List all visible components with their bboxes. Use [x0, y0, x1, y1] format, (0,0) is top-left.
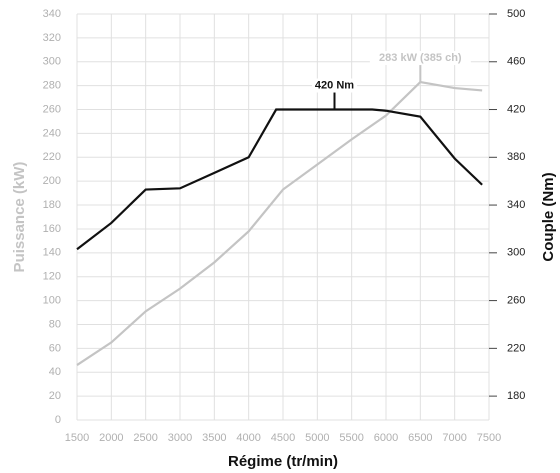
x-tick-label: 7000 — [442, 432, 466, 444]
y-tick-label: 200 — [43, 175, 61, 187]
y2-axis-label: Couple (Nm) — [540, 172, 557, 261]
y-tick-label: 140 — [43, 247, 61, 259]
x-tick-label: 2500 — [133, 432, 157, 444]
x-tick-label: 3500 — [202, 432, 226, 444]
x-tick-label: 4000 — [236, 432, 260, 444]
annotation-bg — [369, 51, 471, 66]
y-tick-label: 320 — [43, 32, 61, 44]
line — [76, 108, 483, 251]
y-tick-label: 300 — [43, 56, 61, 68]
y2-tick-label: 380 — [507, 151, 525, 163]
x-tick-label: 5500 — [339, 432, 363, 444]
y-tick-label: 260 — [43, 103, 61, 115]
x-tick-label: 1500 — [65, 432, 89, 444]
y-tick-label: 120 — [43, 271, 61, 283]
annotation: 283 kW (385 ch) — [379, 52, 462, 64]
y-tick-label: 340 — [43, 8, 61, 20]
y-tick-label: 220 — [43, 151, 61, 163]
y2-tick-label: 260 — [507, 294, 525, 306]
y2-tick-label: 300 — [507, 247, 525, 259]
x-tick-label: 7500 — [477, 432, 501, 444]
y-tick-label: 80 — [49, 318, 61, 330]
y-tick-label: 60 — [49, 342, 61, 354]
x-tick-label: 6500 — [408, 432, 432, 444]
x-axis-label: Régime (tr/min) — [228, 453, 338, 470]
y-tick-label: 40 — [49, 366, 61, 378]
x-tick-label: 3000 — [168, 432, 192, 444]
y2-tick-label: 180 — [507, 390, 525, 402]
y2-tick-label: 420 — [507, 103, 525, 115]
y-tick-label: 240 — [43, 127, 61, 139]
y-tick-label: 280 — [43, 80, 61, 92]
y-axis-label: Puissance (kW) — [11, 162, 28, 273]
y2-tick-label: 460 — [507, 56, 525, 68]
annotation: 420 Nm — [315, 79, 354, 91]
x-tick-label: 4500 — [271, 432, 295, 444]
y-tick-label: 180 — [43, 199, 61, 211]
y2-tick-label: 220 — [507, 342, 525, 354]
annotation-bg — [311, 78, 358, 93]
line — [76, 80, 483, 366]
y2-tick-label: 340 — [507, 199, 525, 211]
x-tick-label: 6000 — [374, 432, 398, 444]
x-tick-label: 2000 — [99, 432, 123, 444]
y-tick-label: 0 — [55, 414, 61, 426]
x-tick-label: 5000 — [305, 432, 329, 444]
y-tick-label: 100 — [43, 294, 61, 306]
y-tick-label: 160 — [43, 223, 61, 235]
y2-tick-label: 500 — [507, 8, 525, 20]
y-tick-label: 20 — [49, 390, 61, 402]
